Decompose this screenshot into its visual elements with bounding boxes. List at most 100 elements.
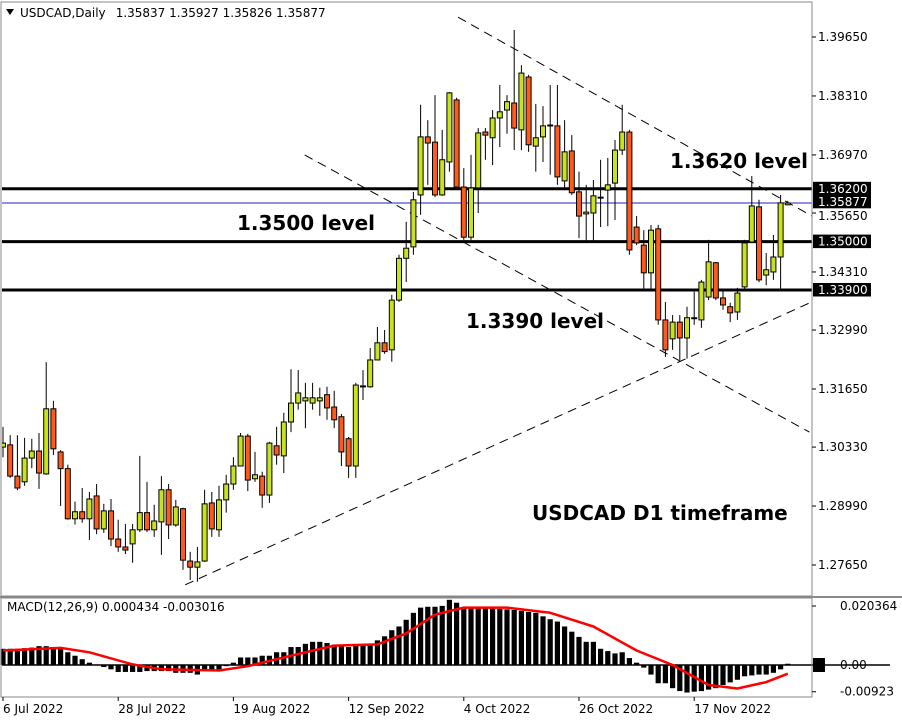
macd-histogram-bar	[58, 648, 64, 665]
candle	[784, 200, 791, 206]
price-label-box	[813, 283, 871, 297]
candle	[439, 129, 446, 196]
bullish-candle-body	[309, 397, 316, 404]
bullish-candle-body	[21, 457, 28, 483]
macd-histogram-bar	[425, 606, 431, 665]
macd-tick-label: 0.020364	[840, 599, 897, 613]
bullish-candle-body	[741, 242, 748, 288]
candle	[417, 104, 424, 215]
bullish-candle-body	[388, 299, 395, 351]
bearish-candle-body	[482, 131, 489, 136]
macd-histogram-bar	[468, 608, 474, 665]
candle	[626, 129, 633, 255]
macd-histogram-bar	[749, 665, 755, 676]
bearish-candle-body	[144, 512, 150, 531]
candle	[568, 135, 575, 195]
bearish-candle-body	[640, 244, 647, 274]
bullish-candle-body	[612, 149, 618, 184]
macd-histogram-bar	[554, 621, 560, 665]
macd-histogram-bar	[252, 657, 258, 665]
bearish-candle-body	[79, 511, 86, 520]
candle	[230, 457, 237, 490]
bearish-candle-body	[727, 306, 734, 314]
candle	[345, 436, 352, 478]
candle	[676, 315, 683, 360]
candle	[7, 435, 14, 478]
macd-histogram-bar	[50, 647, 56, 665]
candle	[129, 524, 136, 563]
candle	[777, 194, 784, 290]
price-tick-label: 1.39650	[818, 30, 868, 44]
candle	[612, 139, 618, 221]
macd-histogram-bar	[295, 647, 301, 665]
macd-histogram-bar	[367, 645, 373, 665]
macd-histogram-bar	[245, 657, 251, 665]
macd-histogram-bar	[504, 609, 510, 665]
bullish-candle-body	[439, 159, 446, 196]
candle	[93, 484, 100, 535]
macd-histogram-bar	[65, 652, 71, 665]
bullish-candle-body	[468, 187, 474, 238]
candle	[554, 84, 561, 185]
candle	[144, 481, 150, 532]
bearish-candle-body	[36, 450, 42, 474]
candle	[597, 159, 604, 228]
candle	[756, 199, 762, 283]
macd-histogram-bar	[324, 642, 330, 665]
bullish-candle-body	[734, 292, 741, 313]
bearish-candle-body	[655, 228, 662, 321]
candle	[338, 414, 345, 466]
bullish-candle-body	[748, 205, 755, 243]
date-label: 26 Oct 2022	[579, 702, 653, 716]
candle	[619, 104, 626, 155]
bullish-candle-body	[396, 257, 402, 301]
bullish-candle-body	[518, 72, 525, 131]
candle	[172, 499, 179, 527]
price-label: 1.35877	[818, 195, 868, 209]
price-label-box	[813, 194, 871, 209]
candle	[475, 128, 482, 213]
candle	[410, 191, 417, 255]
candle	[302, 382, 309, 429]
bearish-candle-body	[14, 475, 21, 489]
date-label: 4 Oct 2022	[464, 702, 531, 716]
dropdown-triangle-icon[interactable]	[6, 9, 14, 15]
bearish-candle-body	[633, 226, 640, 244]
macd-histogram-bar	[648, 665, 654, 675]
bearish-candle-body	[568, 150, 575, 194]
bearish-candle-body	[259, 475, 266, 496]
bullish-candle-body	[446, 92, 453, 163]
macd-histogram-bar	[166, 665, 172, 672]
candle	[468, 154, 474, 240]
macd-histogram-bar	[605, 651, 611, 665]
bearish-candle-body	[187, 560, 194, 568]
candle	[403, 221, 410, 283]
candle	[252, 451, 258, 482]
price-pane[interactable]: 1.3620 level 1.3500 level 1.3390 level USDC…	[1, 16, 839, 586]
candle	[712, 261, 719, 301]
bullish-candle-body	[129, 529, 136, 545]
bearish-candle-body	[432, 141, 438, 196]
candle	[763, 253, 770, 286]
macd-histogram-bar	[7, 648, 13, 665]
candle	[288, 369, 294, 433]
bearish-candle-body	[7, 444, 14, 477]
price-tick-label: 1.34310	[818, 265, 868, 279]
candle	[115, 519, 122, 552]
candle	[648, 224, 654, 290]
macd-histogram-bar	[497, 608, 503, 665]
price-tick-label: 1.35650	[818, 209, 868, 223]
bullish-candle-body	[684, 317, 690, 339]
bullish-candle-body	[705, 261, 712, 298]
bullish-candle-body	[302, 397, 309, 402]
candle	[36, 433, 42, 489]
candle	[165, 484, 172, 540]
macd-histogram-bar	[763, 665, 769, 675]
level-annotation: 1.3620 level	[670, 149, 808, 173]
macd-histogram-bar	[533, 612, 539, 665]
macd-histogram-bar	[734, 665, 740, 680]
macd-pane[interactable]	[0, 599, 890, 693]
macd-histogram-bar	[439, 605, 445, 665]
candle	[237, 433, 244, 467]
